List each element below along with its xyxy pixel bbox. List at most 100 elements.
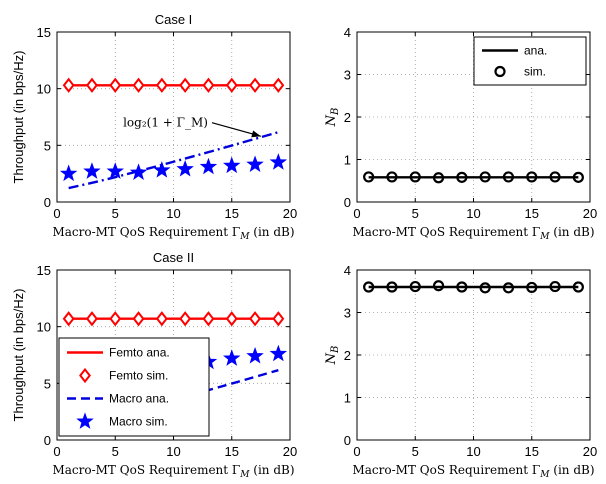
y-tick-label: 1 bbox=[344, 391, 351, 406]
legend-label: Femto ana. bbox=[109, 346, 170, 360]
x-tick-label: 15 bbox=[225, 206, 239, 221]
legend-label: Femto sim. bbox=[109, 369, 168, 383]
x-tick-label: 15 bbox=[525, 206, 539, 221]
x-tick-label: 0 bbox=[353, 444, 360, 459]
y-tick-label: 0 bbox=[344, 195, 351, 210]
legend-box bbox=[473, 36, 587, 86]
chart-panel-1: 0 5 10 15 20 0 5 10 15 Macro-MT QoS Requirement Γ… bbox=[11, 12, 297, 242]
marker-sim bbox=[386, 171, 398, 183]
x-tick-label: 20 bbox=[583, 444, 597, 459]
marker-macro_sim bbox=[59, 164, 78, 182]
y-tick-label: 15 bbox=[37, 25, 51, 40]
marker-femto_sim bbox=[249, 311, 261, 327]
marker-femto_sim bbox=[249, 77, 261, 93]
legend-label: sim. bbox=[524, 65, 546, 79]
x-tick-label: 15 bbox=[225, 444, 239, 459]
marker-macro_sim bbox=[223, 156, 241, 174]
x-tick-label: 10 bbox=[466, 206, 480, 221]
marker-femto_sim bbox=[202, 77, 215, 93]
chart-title: Case II bbox=[153, 250, 194, 265]
marker-sim bbox=[386, 281, 398, 293]
marker-sim bbox=[479, 171, 491, 183]
y-tick-label: 0 bbox=[344, 433, 351, 448]
y-axis-label: NB bbox=[324, 346, 341, 366]
marker-femto_sim bbox=[225, 77, 238, 93]
marker-macro_sim bbox=[129, 163, 148, 180]
x-tick-label: 20 bbox=[283, 444, 297, 459]
x-axis-label: Macro-MT QoS Requirement ΓM (in dB) bbox=[352, 463, 594, 480]
legend-label: Macro sim. bbox=[109, 415, 168, 429]
y-tick-label: 10 bbox=[37, 320, 51, 335]
marker-sim bbox=[456, 281, 468, 293]
marker-femto_sim bbox=[132, 77, 145, 93]
x-tick-label: 20 bbox=[583, 206, 597, 221]
x-tick-label: 5 bbox=[412, 444, 419, 459]
marker-sim bbox=[549, 171, 561, 183]
chart-panel-3: 0 5 10 15 20 0 5 10 15 Macro-MT QoS Requirement Γ… bbox=[11, 250, 297, 480]
marker-sim bbox=[526, 171, 538, 183]
chart-panel-2: 0 5 10 15 20 0 1 2 3 4 Macro-MT QoS Requirement ΓM… bbox=[324, 25, 597, 242]
marker-sim bbox=[479, 282, 491, 294]
legend-label: ana. bbox=[524, 44, 547, 58]
y-tick-label: 4 bbox=[344, 263, 351, 278]
x-tick-label: 5 bbox=[112, 206, 119, 221]
marker-femto_sim bbox=[225, 311, 238, 327]
y-tick-label: 15 bbox=[37, 263, 51, 278]
marker-femto_sim bbox=[109, 77, 122, 93]
marker-sim bbox=[502, 282, 515, 294]
marker-sim bbox=[526, 281, 538, 294]
chart-title: Case I bbox=[155, 12, 193, 27]
marker-sim bbox=[409, 171, 421, 183]
y-tick-label: 5 bbox=[44, 376, 51, 391]
marker-sim bbox=[456, 171, 468, 183]
y-axis-label: Throughput (in bps/Hz) bbox=[11, 51, 26, 184]
marker-macro_sim bbox=[269, 344, 288, 362]
marker-femto_sim bbox=[179, 77, 192, 93]
x-axis-label: Macro-MT QoS Requirement ΓM (in dB) bbox=[52, 225, 294, 242]
x-tick-label: 0 bbox=[53, 444, 60, 459]
y-tick-label: 2 bbox=[344, 348, 351, 363]
y-axis-label: Throughput (in bps/Hz) bbox=[11, 289, 26, 422]
marker-macro_sim bbox=[176, 159, 194, 177]
marker-femto_sim bbox=[62, 311, 75, 327]
marker-sim bbox=[572, 171, 584, 183]
y-axis-label: NB bbox=[324, 108, 341, 128]
marker-sim bbox=[572, 281, 584, 293]
marker-femto_sim bbox=[109, 311, 122, 327]
marker-macro_sim bbox=[246, 155, 264, 173]
marker-macro_sim bbox=[199, 157, 218, 175]
x-tick-label: 5 bbox=[412, 206, 419, 221]
marker-femto_sim bbox=[86, 77, 98, 93]
marker-sim bbox=[363, 171, 375, 183]
series-line-log_curve bbox=[68, 131, 279, 190]
marker-femto_sim bbox=[62, 77, 75, 93]
x-tick-label: 0 bbox=[353, 206, 360, 221]
annotation-arrowhead bbox=[251, 130, 261, 138]
y-tick-label: 1 bbox=[344, 153, 351, 168]
y-tick-label: 0 bbox=[44, 195, 51, 210]
legend-marker-sim bbox=[494, 65, 506, 78]
marker-femto_sim bbox=[202, 311, 215, 327]
x-tick-label: 20 bbox=[283, 206, 297, 221]
y-tick-label: 3 bbox=[344, 68, 351, 83]
x-tick-label: 5 bbox=[112, 444, 119, 459]
y-tick-label: 3 bbox=[344, 306, 351, 321]
marker-macro_sim bbox=[83, 162, 101, 179]
marker-sim bbox=[432, 172, 445, 184]
marker-macro_sim bbox=[153, 161, 171, 178]
annotation-text: log₂(1 + Γ_M) bbox=[123, 116, 208, 130]
marker-macro_sim bbox=[106, 162, 124, 179]
marker-femto_sim bbox=[155, 311, 168, 327]
marker-macro_sim bbox=[223, 349, 241, 366]
marker-femto_sim bbox=[132, 311, 145, 327]
marker-sim bbox=[409, 280, 421, 293]
marker-femto_sim bbox=[86, 311, 98, 327]
legend-label: Macro ana. bbox=[109, 392, 169, 406]
x-tick-label: 10 bbox=[166, 444, 180, 459]
x-axis-label: Macro-MT QoS Requirement ΓM (in dB) bbox=[52, 463, 294, 480]
x-tick-label: 10 bbox=[166, 206, 180, 221]
marker-sim bbox=[502, 171, 515, 183]
marker-sim bbox=[549, 280, 561, 293]
y-tick-label: 10 bbox=[37, 82, 51, 97]
